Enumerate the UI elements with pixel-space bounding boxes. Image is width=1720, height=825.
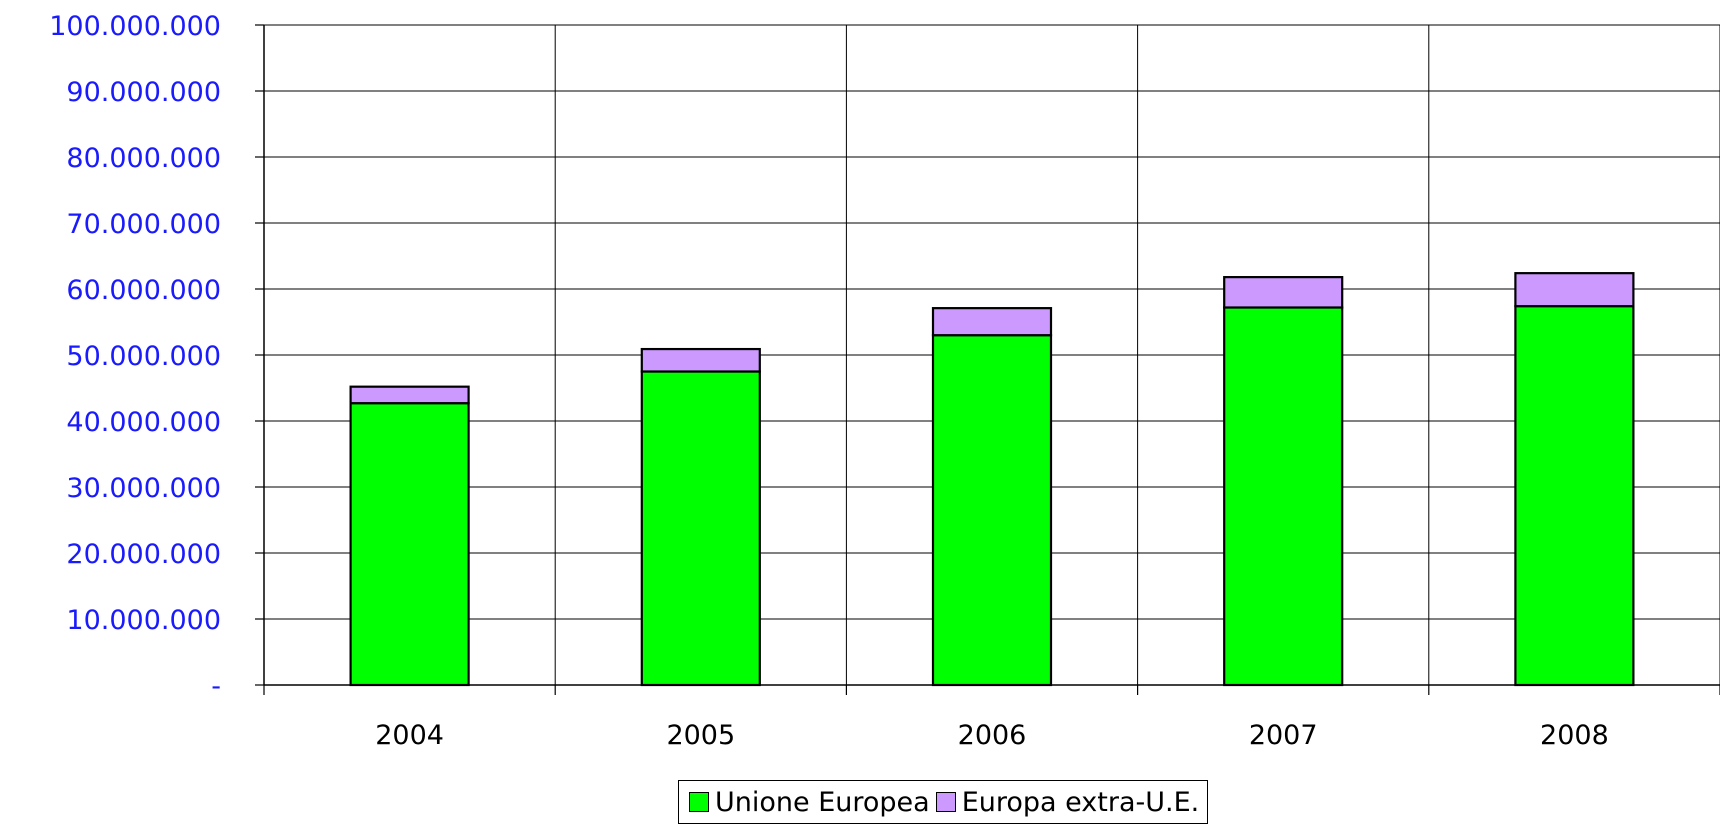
legend-label-europa-extra-ue: Europa extra-U.E. xyxy=(961,786,1200,818)
stacked-bar-chart: - 10.000.000 20.000.000 30.000.000 40.000.00… xyxy=(49,11,1720,751)
y-tick-label: 70.000.000 xyxy=(66,209,221,240)
y-tick-label: - xyxy=(211,671,221,702)
y-tick-label: 30.000.000 xyxy=(66,473,221,504)
x-tick-label: 2005 xyxy=(666,720,735,751)
y-tick-label: 10.000.000 xyxy=(66,605,221,636)
legend-item-unione-europea: Unione Europea xyxy=(689,787,930,818)
legend-swatch-unione-europea xyxy=(689,792,709,812)
bar-series xyxy=(349,272,1635,687)
bar-europa-extra-ue-2007 xyxy=(1223,276,1344,309)
y-tick-label: 100.000.000 xyxy=(49,11,221,42)
y-tick-label: 20.000.000 xyxy=(66,539,221,570)
x-tick-label: 2007 xyxy=(1249,720,1318,751)
y-tick-label: 40.000.000 xyxy=(66,407,221,438)
y-tick-label: 80.000.000 xyxy=(66,143,221,174)
bar-unione-europea-2004 xyxy=(349,402,470,687)
legend-swatch-europa-extra-ue xyxy=(935,792,956,812)
legend: Unione Europea Europa extra-U.E. xyxy=(678,780,1209,824)
axes xyxy=(255,24,1720,695)
bar-europa-extra-ue-2004 xyxy=(349,385,470,405)
bar-unione-europea-2006 xyxy=(931,334,1053,687)
y-tick-label: 90.000.000 xyxy=(66,77,221,108)
x-axis-tick-labels: 2004 2005 2006 2007 2008 xyxy=(375,720,1609,751)
bar-europa-extra-ue-2005 xyxy=(640,347,761,373)
x-tick-label: 2004 xyxy=(375,720,444,751)
y-tick-label: 50.000.000 xyxy=(66,341,221,372)
bar-europa-extra-ue-2006 xyxy=(931,307,1053,337)
y-tick-label: 60.000.000 xyxy=(66,275,221,306)
bar-europa-extra-ue-2008 xyxy=(1514,272,1635,308)
legend-label-unione-europea: Unione Europea xyxy=(715,786,930,818)
y-axis-tick-labels: - 10.000.000 20.000.000 30.000.000 40.000.00… xyxy=(49,11,221,702)
x-tick-label: 2008 xyxy=(1540,720,1609,751)
bar-unione-europea-2008 xyxy=(1514,305,1635,687)
x-tick-label: 2006 xyxy=(958,720,1027,751)
bar-unione-europea-2007 xyxy=(1223,306,1344,687)
legend-item-europa-extra-ue: Europa extra-U.E. xyxy=(935,786,1200,818)
bar-unione-europea-2005 xyxy=(640,370,761,687)
